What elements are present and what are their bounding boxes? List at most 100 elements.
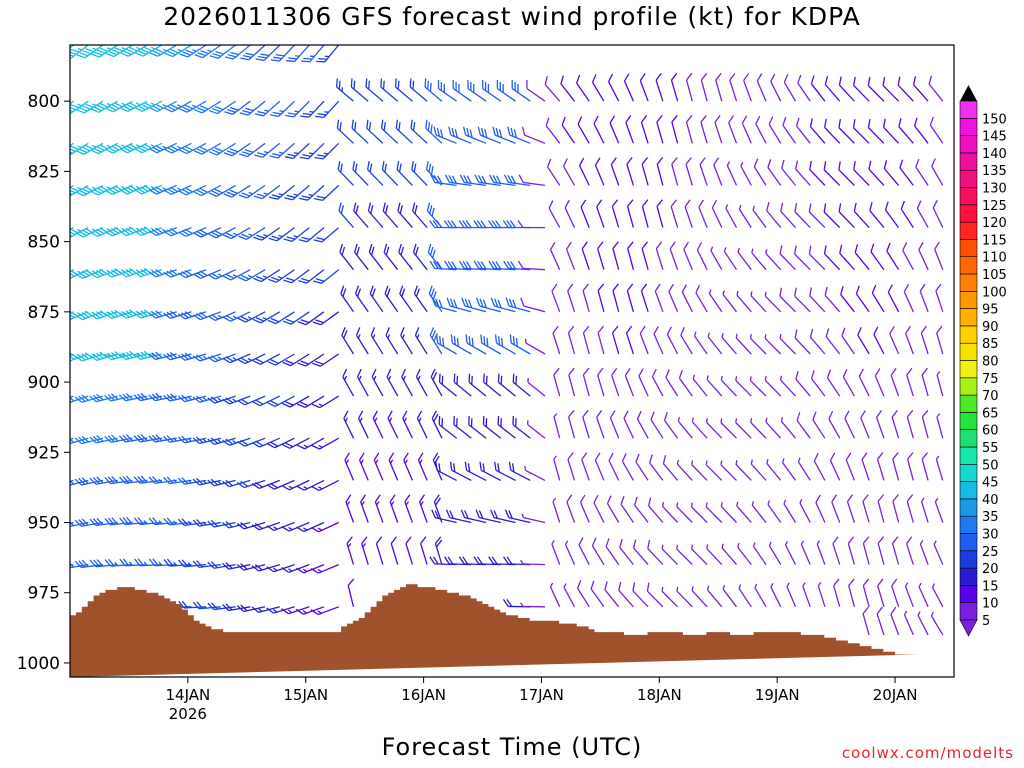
wind-barb: [766, 459, 782, 481]
wind-barb: [192, 269, 222, 279]
wind-barb: [685, 157, 693, 186]
wind-barb: [581, 452, 590, 481]
wind-barb: [365, 78, 384, 102]
wind-barb: [619, 538, 634, 566]
wind-barb: [239, 100, 266, 116]
wind-barb: [767, 159, 782, 186]
wind-barb: [438, 373, 458, 397]
wind-barb: [283, 269, 310, 284]
wind-barb: [604, 581, 620, 608]
wind-barb: [163, 226, 192, 237]
wind-barb: [755, 115, 767, 144]
x-tick-label: 18JAN: [637, 686, 682, 704]
wind-barb: [133, 475, 162, 484]
wind-barb: [251, 479, 281, 489]
wind-barb: [373, 452, 384, 481]
wind-barb: [756, 73, 767, 102]
wind-barb: [433, 126, 457, 144]
wind-barb: [765, 249, 782, 271]
colorbar-swatch: [959, 567, 978, 586]
wind-barb: [70, 479, 74, 488]
wind-barb: [913, 117, 929, 144]
wind-barb: [862, 606, 870, 636]
wind-barb: [254, 142, 281, 158]
wind-barb: [729, 72, 738, 102]
wind-barb: [489, 174, 516, 187]
wind-barb: [887, 284, 900, 313]
y-tick-label: 800: [28, 92, 60, 112]
wind-barb: [728, 115, 738, 144]
wind-barb: [222, 311, 251, 322]
wind-barb: [912, 76, 929, 102]
wind-barb: [314, 184, 340, 202]
wind-barb: [209, 100, 236, 115]
wind-barb: [823, 245, 841, 271]
wind-barb: [576, 579, 590, 608]
wind-barb: [566, 494, 576, 523]
wind-barb: [295, 563, 325, 574]
wind-barb: [890, 606, 900, 636]
wind-barb: [527, 377, 546, 397]
wind-barb: [74, 435, 104, 445]
wind-barb: [488, 260, 516, 271]
wind-barb: [193, 142, 222, 155]
wind-barb: [148, 517, 177, 526]
wind-barb: [549, 241, 561, 270]
wind-barb: [461, 297, 487, 313]
wind-barb: [436, 334, 457, 355]
wind-barb: [163, 517, 192, 526]
y-tick-label: 850: [28, 233, 60, 253]
wind-barb: [565, 241, 576, 270]
wind-barb: [192, 311, 222, 321]
wind-barb: [685, 114, 693, 144]
wind-barb: [310, 521, 339, 533]
wind-barb: [640, 283, 649, 312]
wind-barb: [581, 241, 590, 270]
wind-barb: [476, 297, 501, 313]
wind-barb: [705, 460, 723, 481]
wind-barb: [564, 199, 576, 228]
wind-barb: [647, 540, 664, 566]
wind-barb: [343, 410, 355, 439]
wind-barb: [765, 417, 782, 439]
wind-barb: [770, 73, 782, 102]
wind-barb: [192, 560, 221, 569]
wind-barb: [464, 461, 487, 481]
colorbar-swatch: [959, 377, 978, 396]
wind-barb: [224, 100, 251, 115]
wind-barb: [222, 395, 251, 405]
wind-barb: [809, 160, 826, 186]
wind-barb: [430, 368, 443, 397]
wind-barb: [594, 452, 605, 481]
wind-barb: [853, 161, 870, 186]
wind-barb: [164, 45, 192, 58]
credit-link[interactable]: coolwx.com/modelts: [841, 744, 1014, 762]
wind-barb: [119, 142, 148, 154]
wind-barb: [841, 327, 855, 355]
colorbar-label: 125: [982, 199, 1007, 214]
wind-barb: [808, 203, 826, 229]
wind-barb: [412, 243, 428, 271]
wind-barb: [453, 373, 472, 397]
wind-barb: [345, 494, 355, 523]
x-tick-label: 17JAN: [519, 686, 564, 704]
wind-barb: [283, 227, 310, 242]
wind-barb: [90, 100, 119, 113]
wind-barb: [831, 494, 841, 523]
wind-barb: [661, 586, 679, 608]
wind-barb: [844, 410, 855, 439]
wind-barb: [840, 45, 855, 46]
wind-barb: [371, 368, 384, 397]
wind-barb: [223, 184, 251, 198]
wind-barb: [625, 325, 635, 355]
wind-barb: [699, 157, 708, 186]
wind-barb: [874, 368, 885, 397]
wind-barb: [794, 203, 811, 229]
wind-barb: [726, 161, 738, 186]
wind-barb: [877, 536, 885, 565]
colorbar-swatch: [959, 533, 978, 552]
x-tick-label: 16JAN: [401, 686, 446, 704]
wind-barb: [403, 452, 413, 481]
wind-barb: [509, 334, 531, 355]
wind-barb: [494, 461, 516, 481]
